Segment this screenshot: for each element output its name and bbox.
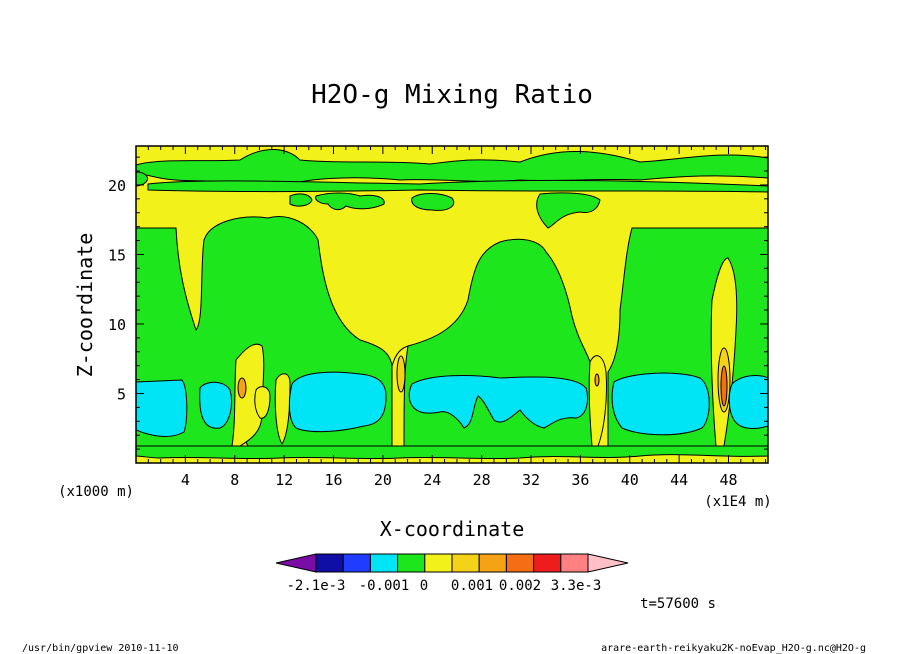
colorbar-label: 0.002: [499, 578, 541, 594]
contour-cyan-3: [288, 371, 387, 433]
x-tick-label: 12: [275, 471, 293, 489]
plot-frame: [135, 145, 769, 464]
x-tick-label: 40: [621, 471, 639, 489]
x-tick-label: 48: [719, 471, 737, 489]
y-axis-label: Z-coordinate: [73, 233, 97, 378]
x-tick-label: 36: [571, 471, 589, 489]
contour-cyan-1: [136, 379, 188, 437]
contour-gap-x36: [588, 355, 607, 447]
x-tick-label: 16: [324, 471, 342, 489]
colorbar-label: 0.001: [451, 578, 493, 594]
contour-blob-z19-a: [289, 193, 313, 207]
colorbar-max-arrow: [587, 553, 629, 573]
contour-cyan-2: [199, 381, 233, 429]
x-tick-label: 8: [230, 471, 239, 489]
colorbar: -2.1e-3 -0.001 0 0.001 0.002 3.3e-3: [275, 553, 629, 594]
colorbar-min-arrow: [275, 553, 317, 573]
contour-gap-x12: [274, 373, 291, 445]
colorbar-swatch: [342, 553, 371, 573]
colorbar-swatch: [533, 553, 562, 573]
contour-core-x47-inner: [720, 365, 728, 407]
colorbar-swatch: [505, 553, 535, 573]
colorbar-swatch: [560, 553, 589, 573]
time-label: t=57600 s: [640, 596, 716, 612]
contour-blob-z19-c: [411, 193, 455, 211]
x-axis: 4 8 12 16 20 24 28 32 36 40 44 48: [147, 146, 767, 489]
contour-blob-z19-b: [315, 192, 385, 211]
y-tick-label: 15: [108, 246, 126, 264]
colorbar-label: 0: [420, 578, 428, 594]
contour-blob-z19-d: [536, 192, 601, 229]
y-tick-label: 5: [117, 385, 126, 403]
contour-core-x21: [396, 355, 406, 393]
contour-gap-x10: [254, 386, 271, 419]
contour-core-x8: [237, 377, 247, 399]
colorbar-swatch: [397, 553, 426, 573]
contour-cyan-5: [611, 372, 710, 436]
colorbar-label: -0.001: [359, 578, 410, 594]
colorbar-swatch: [315, 553, 344, 573]
y-tick-label: 20: [108, 177, 126, 195]
colorbar-swatch: [424, 553, 453, 573]
contour-cyan-4: [408, 375, 589, 429]
contour-core-x37: [594, 373, 600, 387]
x-unit-right: (x1E4 m): [704, 494, 771, 510]
y-axis: 5 10 15 20: [108, 156, 768, 450]
x-tick-label: 20: [374, 471, 392, 489]
x-tick-label: 28: [473, 471, 491, 489]
colorbar-label: 3.3e-3: [551, 578, 602, 594]
colorbar-swatch: [478, 553, 507, 573]
x-axis-label: X-coordinate: [380, 517, 525, 541]
x-tick-label: 32: [522, 471, 540, 489]
colorbar-label: -2.1e-3: [286, 578, 345, 594]
x-unit-left: (x1000 m): [58, 484, 134, 500]
contour-bottom-band: [136, 445, 768, 460]
colorbar-swatch: [369, 553, 399, 573]
x-tick-label: 24: [423, 471, 441, 489]
x-tick-label: 4: [181, 471, 190, 489]
footer-left: /usr/bin/gpview 2010-11-10: [22, 643, 179, 654]
contour-cyan-6: [728, 375, 768, 429]
y-tick-label: 10: [108, 316, 126, 334]
plot-area: [136, 146, 768, 463]
colorbar-swatch: [451, 553, 480, 573]
chart-title: H2O-g Mixing Ratio: [311, 80, 593, 110]
footer-right: arare-earth-reikyaku2K-noEvap_H2O-g.nc@H…: [601, 643, 866, 654]
contour-band-20: [147, 179, 768, 193]
x-tick-label: 44: [670, 471, 688, 489]
